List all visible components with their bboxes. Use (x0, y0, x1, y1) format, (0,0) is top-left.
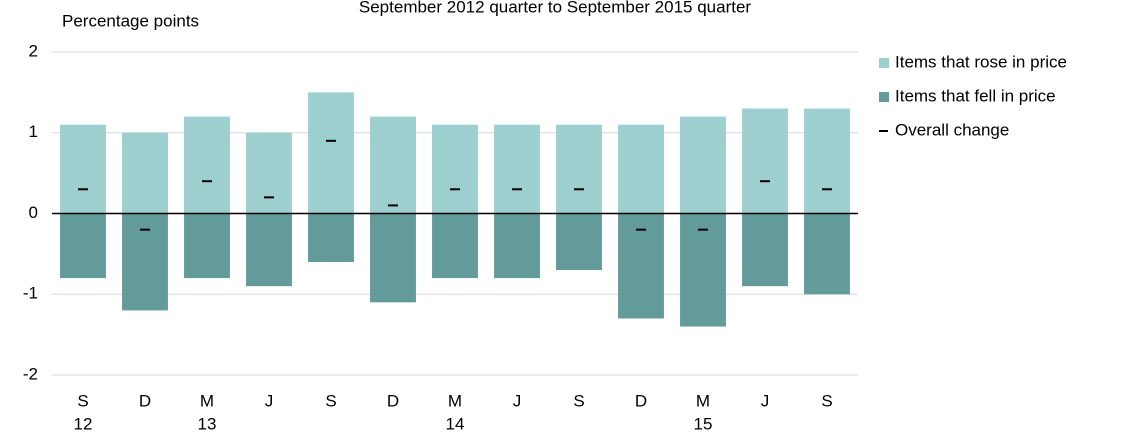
x-tick-label: M (448, 391, 462, 410)
y-axis-label: Percentage points (62, 11, 199, 30)
bar (432, 213, 478, 279)
chart-title: September 2012 quarter to September 2015… (359, 0, 752, 16)
x-tick-label: D (139, 391, 151, 410)
x-tick-label: M (200, 391, 214, 410)
bar (370, 213, 416, 303)
y-tick-label: 1 (29, 122, 38, 141)
x-tick-label: J (761, 391, 770, 410)
legend-swatch (879, 92, 889, 102)
x-year-label: 13 (198, 414, 217, 433)
bar (122, 132, 168, 214)
bar (60, 213, 106, 279)
y-tick-label: 0 (29, 203, 38, 222)
bar (804, 213, 850, 295)
x-year-label: 14 (446, 414, 465, 433)
x-tick-label: J (265, 391, 274, 410)
bar (122, 213, 168, 311)
bar (184, 213, 230, 279)
x-year-label: 12 (74, 414, 93, 433)
legend-label: Items that fell in price (895, 86, 1056, 105)
bar (308, 213, 354, 262)
y-tick-label: -1 (23, 284, 38, 303)
bar (618, 124, 664, 214)
bar (246, 213, 292, 287)
y-tick-label: 2 (29, 41, 38, 60)
x-tick-label: M (696, 391, 710, 410)
legend-swatch (879, 58, 889, 68)
x-tick-label: S (821, 391, 832, 410)
x-tick-label: D (635, 391, 647, 410)
bar (680, 116, 726, 214)
bar (432, 124, 478, 214)
bar (60, 124, 106, 214)
bar (742, 213, 788, 287)
bar (556, 124, 602, 214)
bar (246, 132, 292, 214)
x-tick-label: S (325, 391, 336, 410)
bar (804, 108, 850, 214)
y-tick-label: -2 (23, 364, 38, 383)
bar (370, 116, 416, 214)
x-tick-label: S (77, 391, 88, 410)
bar (680, 213, 726, 327)
bar (494, 213, 540, 279)
bar (184, 116, 230, 214)
bar (494, 124, 540, 214)
legend-label: Items that rose in price (895, 52, 1067, 71)
bar (308, 92, 354, 214)
bar (742, 108, 788, 214)
x-tick-label: D (387, 391, 399, 410)
x-tick-label: J (513, 391, 522, 410)
x-year-label: 15 (694, 414, 713, 433)
bar (556, 213, 602, 271)
legend-label: Overall change (895, 120, 1009, 139)
bar (618, 213, 664, 319)
x-tick-label: S (573, 391, 584, 410)
